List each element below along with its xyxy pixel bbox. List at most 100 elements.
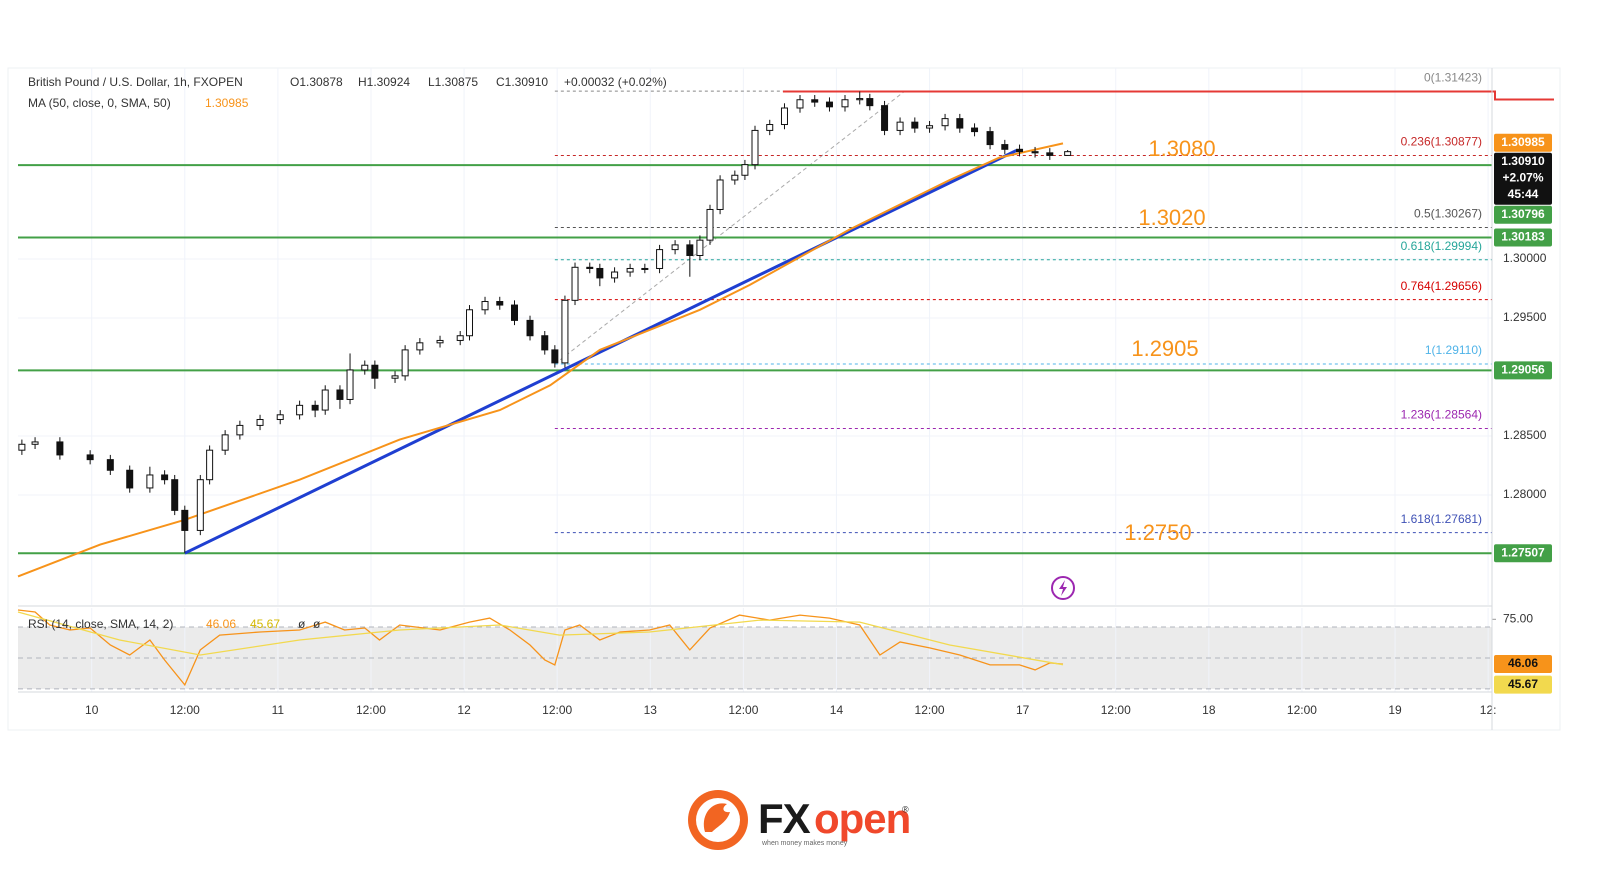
candle — [686, 240, 694, 277]
fib-diagonal — [554, 90, 906, 365]
candle-body — [1016, 148, 1024, 153]
candle-body — [766, 124, 774, 131]
levels — [18, 90, 1554, 555]
candle — [31, 437, 39, 450]
candle-body — [741, 164, 749, 176]
rsi-extra: ø — [298, 617, 306, 631]
rsi-value-label: 45.67 — [1508, 677, 1538, 691]
alert-icon[interactable] — [1051, 576, 1075, 600]
candle — [641, 263, 649, 274]
candle-body — [481, 301, 489, 311]
candle — [126, 465, 134, 493]
candle — [896, 117, 904, 136]
candle — [571, 262, 579, 306]
level-price-box — [1494, 205, 1552, 224]
x-tick-label: 14 — [830, 703, 844, 717]
logo-emblem — [703, 803, 730, 832]
candle — [841, 95, 849, 112]
candle-body — [18, 443, 26, 451]
candle — [161, 470, 169, 485]
candle — [496, 296, 504, 310]
candle-body — [196, 479, 204, 531]
candle-body — [1064, 151, 1072, 156]
x-tick-label: 17 — [1016, 703, 1030, 717]
candle — [696, 235, 704, 261]
candle-body — [596, 267, 604, 279]
candle — [706, 204, 714, 245]
logo: FX open ® when money makes money — [688, 790, 911, 850]
fib-label: 0.236(1.30877) — [1401, 135, 1482, 149]
level-price-box-label: 1.27507 — [1501, 545, 1545, 559]
candle-body — [941, 118, 949, 127]
last-price-box-label: 45:44 — [1508, 187, 1539, 201]
candle — [561, 295, 569, 368]
candle-body — [256, 419, 264, 426]
ma-price-box — [1494, 133, 1552, 152]
candle — [511, 300, 519, 326]
x-tick-label: 11 — [272, 703, 285, 717]
logo-mark: ® — [902, 804, 909, 814]
candle — [311, 400, 319, 418]
candle — [551, 345, 559, 368]
candle-body — [686, 244, 694, 256]
candle — [751, 125, 759, 170]
candle-body — [841, 99, 849, 108]
x-tick-label: 12:00 — [728, 703, 758, 717]
candle-body — [371, 364, 379, 379]
trendline — [184, 149, 1018, 555]
rsi-line — [17, 611, 1064, 666]
fib-label: 0.618(1.29994) — [1401, 239, 1482, 253]
logo-brand: open — [814, 795, 910, 842]
x-tick-label: 12 — [457, 703, 471, 717]
candle — [671, 240, 679, 255]
candle-body — [146, 474, 154, 489]
candle-body — [401, 349, 409, 377]
ohlc-high: H1.30924 — [358, 75, 410, 89]
candle — [18, 439, 26, 455]
candle — [586, 262, 594, 274]
candle — [56, 437, 64, 460]
candle — [321, 385, 329, 415]
y-tick-label: 1.28000 — [1503, 487, 1547, 501]
fib-label: 1(1.29110) — [1425, 343, 1482, 357]
candle — [611, 267, 619, 283]
ma-price-box-label: 1.30985 — [1501, 135, 1545, 149]
ohlc-change: +0.00032 (+0.02%) — [564, 75, 667, 89]
candle-body — [496, 301, 504, 306]
ma-legend-value: 1.30985 — [205, 96, 249, 110]
candle-body — [586, 266, 594, 269]
candle — [196, 474, 204, 536]
rsi-line — [17, 609, 1064, 687]
candle-body — [321, 389, 329, 411]
candle-body — [236, 424, 244, 436]
x-tick-label: 19 — [1388, 703, 1402, 717]
candle-body — [416, 342, 424, 351]
candle-body — [881, 105, 889, 131]
candle-body — [171, 479, 179, 511]
candle — [221, 430, 229, 455]
ohlc-open: O1.30878 — [290, 75, 343, 89]
candle — [336, 385, 344, 409]
candle — [106, 454, 114, 475]
candle — [716, 175, 724, 215]
candle — [456, 331, 464, 346]
candle — [866, 93, 874, 111]
x-tick-label: 12:00 — [542, 703, 572, 717]
rsi-value-label: 46.06 — [1508, 656, 1538, 670]
grid — [18, 68, 1496, 692]
candle — [881, 100, 889, 136]
ma-line — [17, 142, 1064, 578]
candle-body — [276, 414, 284, 421]
candle-body — [56, 441, 64, 456]
candle-body — [511, 304, 519, 321]
level-price-box-label: 1.30183 — [1501, 230, 1545, 244]
rsi-extra: ø — [313, 617, 321, 631]
candle — [401, 345, 409, 381]
candle — [1064, 150, 1072, 156]
candle-body — [391, 375, 399, 379]
level-annotation: 1.3020 — [1138, 205, 1205, 230]
candle — [856, 91, 864, 105]
candle-body — [656, 249, 664, 269]
labels: 10 12:00 11 12:00 12 12:00 13 12:00 14 12:00 17 12:… — [85, 70, 1552, 717]
